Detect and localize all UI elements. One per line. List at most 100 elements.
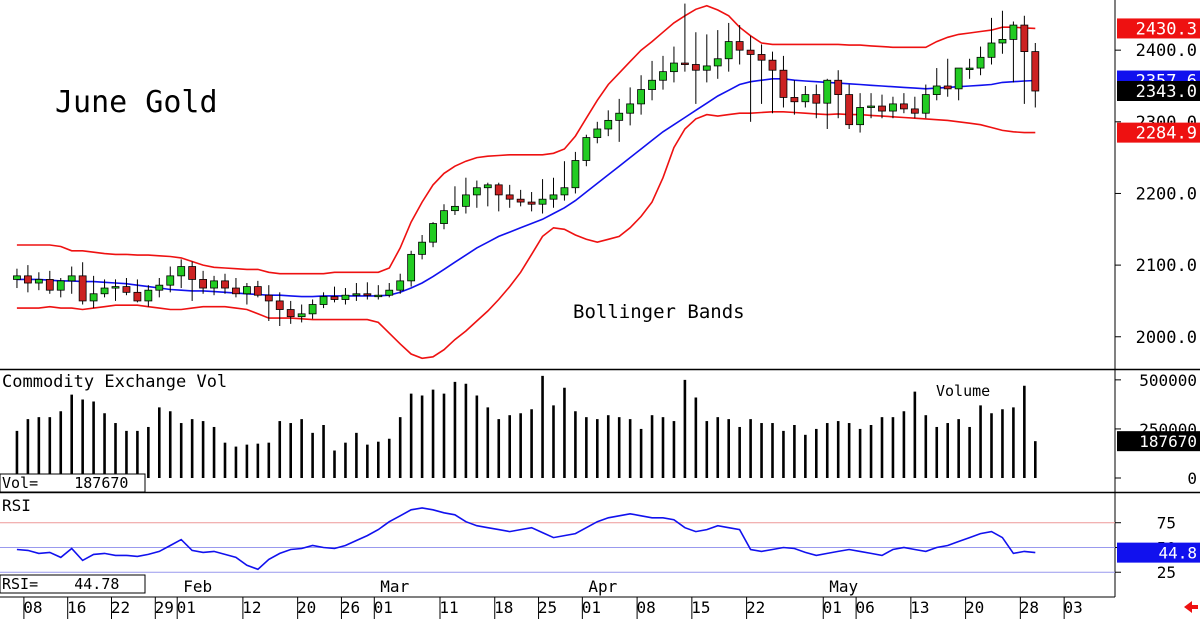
candle (965, 58, 974, 79)
candle (429, 222, 437, 248)
x-tick-label: 08 (636, 598, 655, 617)
x-tick-label: 08 (23, 598, 42, 617)
candle (867, 93, 875, 119)
rsi-tick-label: 25 (1157, 563, 1176, 582)
candle (538, 179, 547, 214)
rsi-tick-label: 75 (1157, 514, 1176, 533)
chart-title: June Gold (55, 85, 218, 120)
volume-readout-box (0, 473, 146, 493)
candle (188, 261, 197, 301)
candle (253, 280, 262, 298)
candle (78, 262, 87, 305)
upper-bollinger-band (16, 4, 1036, 275)
x-tick-label: 03 (1064, 598, 1083, 617)
candle (856, 93, 864, 133)
candle (166, 266, 175, 293)
price-tick-label: 2100.0 (1136, 256, 1197, 276)
x-tick-label: 06 (855, 598, 874, 617)
candle (845, 84, 854, 129)
volume-tick-label: 500000 (1139, 371, 1197, 390)
candle (757, 44, 766, 104)
x-tick-label: 22 (746, 598, 765, 617)
rsi-readout-box (0, 574, 146, 594)
volume-tag-label: 187670 (1139, 432, 1197, 451)
price-tag-label: 2430.3 (1136, 19, 1197, 39)
month-label: Feb (183, 577, 212, 596)
candle (308, 299, 317, 319)
x-axis: 08 16 22 29 01 12 20 26 01 11 18 25 01 08 15 22 01 06 13 20… (23, 577, 1083, 619)
candle (461, 177, 470, 214)
month-label: May (829, 577, 858, 596)
candle (144, 285, 153, 307)
volume-bars (15, 375, 1037, 478)
scroll-left-arrow-icon[interactable] (1184, 601, 1198, 613)
candle (779, 55, 788, 108)
candle (998, 10, 1007, 54)
candle (527, 192, 536, 212)
x-tick-label: 22 (111, 598, 130, 617)
candle (363, 282, 372, 300)
candle (385, 283, 394, 298)
candle (637, 75, 645, 115)
candle (670, 46, 678, 83)
x-tick-label: 12 (242, 598, 261, 617)
rsi-readout: RSI= 44.78 (2, 575, 119, 593)
candle (505, 184, 514, 208)
volume-readout: Vol= 187670 (2, 474, 128, 492)
candle (571, 151, 580, 194)
candle (155, 278, 164, 298)
candle (889, 96, 897, 119)
candle (615, 98, 624, 142)
x-tick-label: 25 (538, 598, 557, 617)
rsi-tag-box (1117, 542, 1200, 563)
x-tick-label: 01 (177, 598, 196, 617)
month-label: Apr (588, 577, 617, 596)
candle (648, 60, 656, 101)
moving-average-line (16, 78, 1036, 298)
candle (746, 35, 755, 122)
candle (516, 189, 525, 207)
candle (451, 186, 459, 215)
volume-panel-title: Commodity Exchange Vol (2, 372, 227, 392)
candle (34, 272, 43, 291)
candle (549, 177, 558, 208)
candle (23, 265, 32, 293)
candle (713, 30, 722, 79)
candle (823, 78, 832, 129)
volume-tag: 187670 (1117, 431, 1200, 452)
candle (330, 286, 339, 303)
candle (735, 25, 744, 65)
price-tag: 2343.0 (1117, 80, 1200, 102)
candle (45, 270, 54, 294)
candle (790, 80, 799, 115)
candle (275, 292, 284, 327)
candle (582, 134, 591, 167)
candle (812, 84, 821, 119)
candle (768, 51, 777, 114)
bollinger-bands-annotation: Bollinger Bands (573, 301, 745, 323)
candle (483, 182, 492, 207)
x-tick-label: 01 (374, 598, 393, 617)
price-tag: 2284.9 (1117, 122, 1200, 144)
candle (932, 68, 941, 101)
volume-tag-box (1117, 431, 1200, 452)
month-label: Mar (380, 577, 409, 596)
candle (122, 278, 131, 296)
candle (626, 87, 635, 126)
x-tick-label: 20 (297, 598, 316, 617)
candle (604, 110, 613, 137)
candle (472, 180, 481, 208)
candle (910, 96, 919, 119)
candle (319, 292, 328, 309)
candle (133, 279, 142, 303)
candle (878, 94, 886, 119)
candle (297, 304, 306, 323)
candle (1009, 21, 1018, 83)
candle (560, 161, 569, 201)
candle (1020, 15, 1029, 104)
candle (341, 288, 350, 305)
candle (407, 250, 416, 287)
